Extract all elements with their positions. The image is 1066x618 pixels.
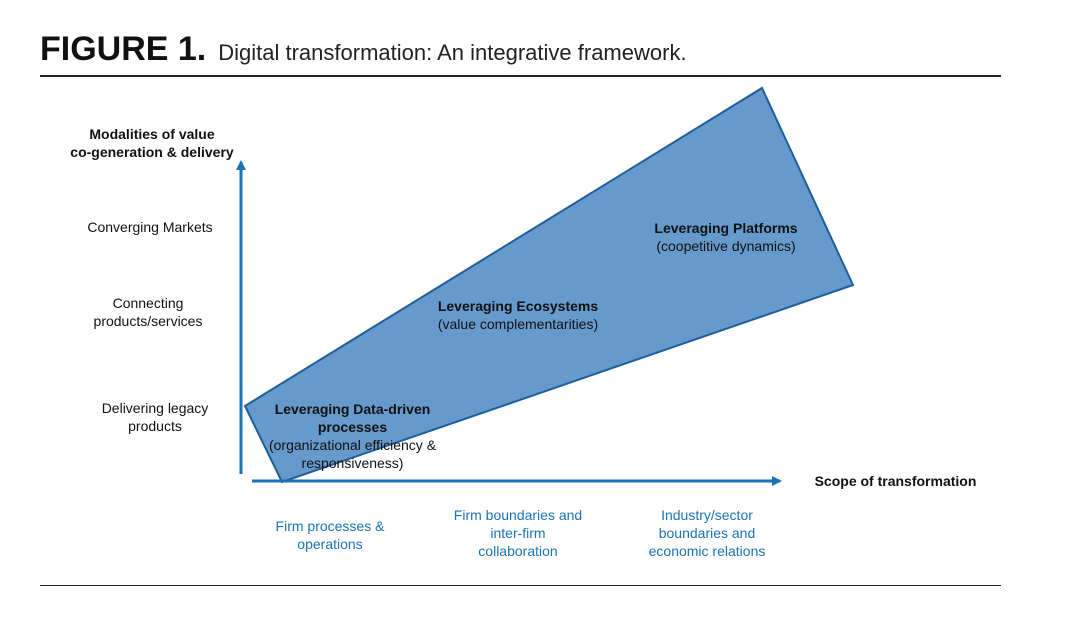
y-level-label-line1: Connecting <box>112 295 184 311</box>
figure-heading: FIGURE 1. Digital transformation: An int… <box>40 30 687 69</box>
region-subtitle-line2: responsiveness) <box>301 455 404 471</box>
x-level-label-line2: operations <box>297 536 363 552</box>
y-level-label-line2: products/services <box>93 313 203 329</box>
x-level-label-line3: economic relations <box>648 543 766 559</box>
region-title: Leveraging Ecosystems <box>437 298 599 314</box>
y-level-connecting-products: Connecting products/services <box>58 294 238 330</box>
figure-label: FIGURE 1. <box>40 30 207 68</box>
x-level-label-line1: Firm boundaries and <box>453 507 583 523</box>
x-level-label-line3: collaboration <box>478 543 558 559</box>
y-level-delivering-legacy: Delivering legacy products <box>65 399 245 435</box>
transformation-band <box>243 86 855 484</box>
region-title: Leveraging Platforms <box>654 220 798 236</box>
x-level-label-line1: Industry/sector <box>661 507 753 523</box>
y-level-converging-markets: Converging Markets <box>60 218 240 236</box>
y-axis-title: Modalities of value co-generation & deli… <box>52 125 252 161</box>
top-divider <box>40 75 1001 77</box>
x-axis-title: Scope of transformation <box>814 473 977 489</box>
x-level-industry-sector: Industry/sector boundaries and economic … <box>617 506 797 560</box>
region-ecosystems: Leveraging Ecosystems (value complementa… <box>418 297 618 333</box>
region-subtitle: (coopetitive dynamics) <box>656 238 796 254</box>
region-data-driven: Leveraging Data-driven processes (organi… <box>245 400 460 472</box>
x-level-firm-boundaries: Firm boundaries and inter-firm economic … <box>428 506 608 560</box>
figure-title: Digital transformation: An integrative f… <box>218 40 687 65</box>
x-level-label-line1: Firm processes & <box>275 518 385 534</box>
region-subtitle: (value complementarities) <box>437 316 599 332</box>
x-level-label-line2: inter-firm <box>490 525 546 541</box>
x-level-firm-processes: Firm processes & operations <box>240 517 420 553</box>
region-title-line1: Leveraging Data-driven <box>274 401 431 417</box>
region-title-line2: processes <box>317 419 388 435</box>
y-axis-title-line1: Modalities of value <box>89 126 215 142</box>
x-level-label-line2: boundaries and <box>658 525 756 541</box>
y-level-label: Converging Markets <box>87 219 213 235</box>
region-platforms: Leveraging Platforms (coopetitive dynami… <box>636 219 816 255</box>
y-level-label-line1: Delivering legacy <box>101 400 209 416</box>
y-level-label-line2: products <box>128 418 182 434</box>
y-axis-title-line2: co-generation & delivery <box>70 144 234 160</box>
bottom-divider <box>40 585 1001 586</box>
region-subtitle-line1: (organizational efficiency & <box>268 437 437 453</box>
